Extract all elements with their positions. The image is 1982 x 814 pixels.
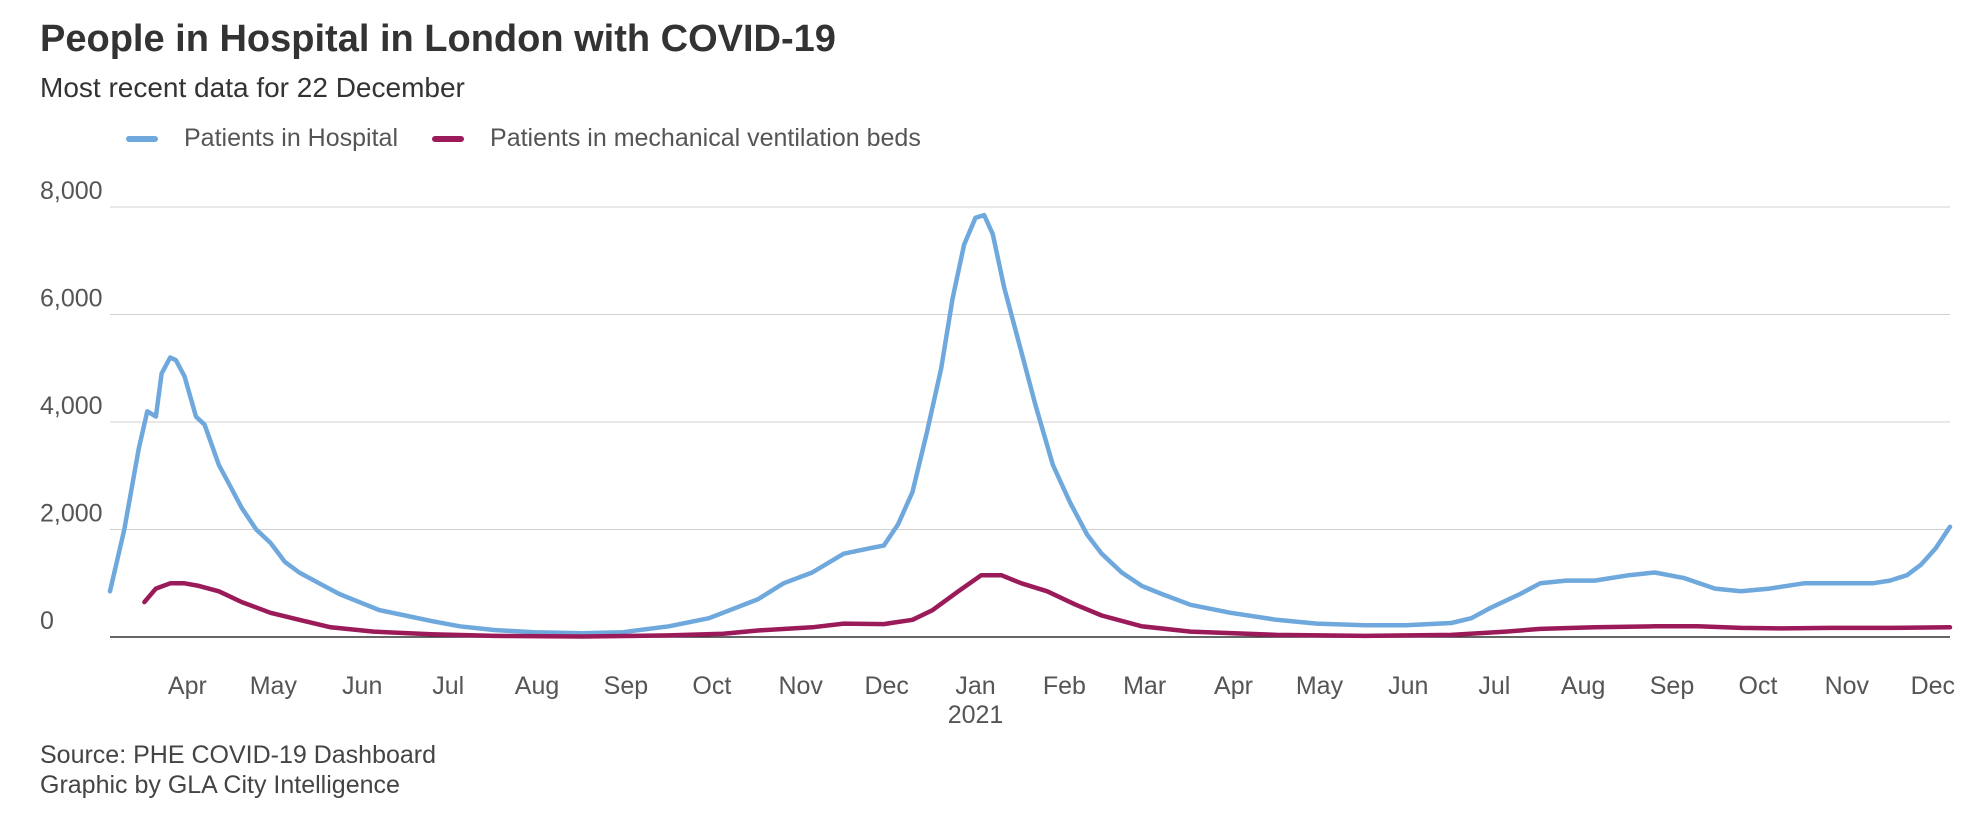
x-tick-label: Jul	[432, 672, 464, 700]
y-tick-label: 0	[40, 607, 54, 635]
legend-label-ventilation: Patients in mechanical ventilation beds	[490, 124, 921, 152]
x-tick-label: Mar	[1123, 672, 1166, 700]
y-tick-label: 2,000	[40, 500, 103, 528]
legend-swatch-hospital	[126, 135, 158, 142]
x-tick-label: Jun	[1388, 672, 1428, 700]
x-tick-label: Sep	[1650, 672, 1694, 700]
x-tick-label: Nov	[1825, 672, 1870, 700]
legend-item-hospital: Patients in Hospital	[126, 124, 398, 153]
x-tick-label: Aug	[515, 672, 559, 700]
x-tick-label: Apr	[1214, 672, 1253, 700]
y-tick-label: 6,000	[40, 285, 103, 313]
chart-legend: Patients in Hospital Patients in mechani…	[126, 124, 955, 153]
x-tick-label: Dec	[1911, 672, 1955, 700]
credit-line: Graphic by GLA City Intelligence	[40, 771, 400, 799]
x-tick-label: Dec	[864, 672, 908, 700]
x-tick-label: May	[1296, 672, 1344, 700]
x-tick-label: Jul	[1478, 672, 1510, 700]
x-tick-label: Feb	[1043, 672, 1086, 700]
x-tick-label: Jan	[955, 672, 995, 700]
y-tick-label: 8,000	[40, 177, 103, 205]
chart-subtitle: Most recent data for 22 December	[40, 72, 465, 103]
x-tick-label: Jun	[342, 672, 382, 700]
legend-label-hospital: Patients in Hospital	[184, 124, 399, 152]
x-tick-label: Oct	[692, 672, 731, 700]
source-line: Source: PHE COVID-19 Dashboard	[40, 741, 437, 769]
x-tick-label: Apr	[168, 672, 207, 700]
series-line-ventilation	[142, 572, 1953, 639]
chart-title: People in Hospital in London with COVID-…	[40, 18, 836, 60]
legend-item-ventilation: Patients in mechanical ventilation beds	[432, 124, 921, 153]
legend-swatch-ventilation	[432, 135, 465, 142]
x-tick-label: Sep	[604, 672, 648, 700]
x-tick-label: May	[250, 672, 298, 700]
series-line-hospital	[107, 212, 1953, 636]
source-note: Source: PHE COVID-19 Dashboard Graphic b…	[40, 740, 436, 800]
x-tick-label: Aug	[1561, 672, 1605, 700]
x-tick-label: Nov	[778, 672, 823, 700]
x-tick-sublabel: 2021	[948, 701, 1004, 729]
y-tick-label: 4,000	[40, 392, 103, 420]
x-tick-label: Oct	[1739, 672, 1778, 700]
